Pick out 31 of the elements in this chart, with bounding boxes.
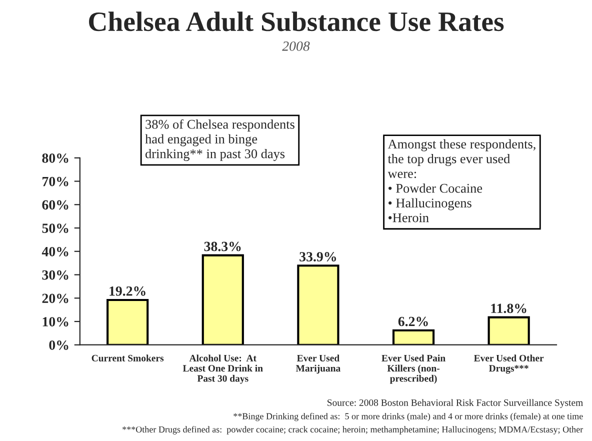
- x-tick-label: Current Smokers: [92, 354, 164, 362]
- y-tick-label: 60%: [42, 200, 68, 210]
- x-tick-label: Alcohol Use: At Least One Drink in Past 30 days: [182, 354, 263, 384]
- annotation: 38% of Chelsea respondents had engaged in binge drinking** in past 30 days: [145, 119, 294, 161]
- y-tick-label: 80%: [42, 153, 68, 163]
- y-tick-label: 10%: [42, 317, 68, 326]
- chart-title: Chelsea Adult Substance Use Rates: [89, 12, 504, 32]
- data-label: 19.2%: [110, 286, 146, 296]
- bar: [297, 264, 340, 345]
- bar: [202, 254, 244, 345]
- annotation: Amongst these respondents, the top drugs ever used were: • Powder Cocaine • Hallucinogens •Heroin: [388, 139, 536, 222]
- data-label: 33.9%: [300, 252, 336, 262]
- data-label: 11.8%: [491, 304, 526, 314]
- y-tick-label: 20%: [42, 294, 68, 304]
- y-tick-label: 0%: [49, 340, 68, 350]
- bar: [106, 298, 149, 345]
- x-tick-label: Ever Used Marijuana: [296, 354, 340, 374]
- y-tick-label: 70%: [42, 176, 68, 186]
- data-label: 38.3%: [204, 242, 241, 252]
- x-tick-label: Ever Used Pain Killers (non- prescribed): [382, 354, 446, 384]
- bar: [488, 316, 530, 345]
- x-tick-label: Ever Used Other Drugs***: [474, 354, 544, 374]
- chart-subtitle: 2008: [282, 41, 310, 51]
- y-tick-label: 50%: [42, 224, 68, 233]
- bar: [392, 329, 435, 345]
- y-tick-label: 40%: [42, 246, 68, 256]
- source-note: Source: 2008 Boston Behavioral Risk Factor Surveillance System: [328, 399, 583, 408]
- data-label: 6.2%: [398, 316, 428, 326]
- text: ***Other Drugs defined as: powder cocaine; crack cocaine; heroin; methamphetamine; Hallucinogens; MDMA/Ecstasy; Other: [122, 426, 584, 434]
- y-tick-label: 30%: [42, 270, 68, 280]
- text: **Binge Drinking defined as: 5 or more drinks (male) and 4 or more drinks (female) at one time: [234, 412, 583, 422]
